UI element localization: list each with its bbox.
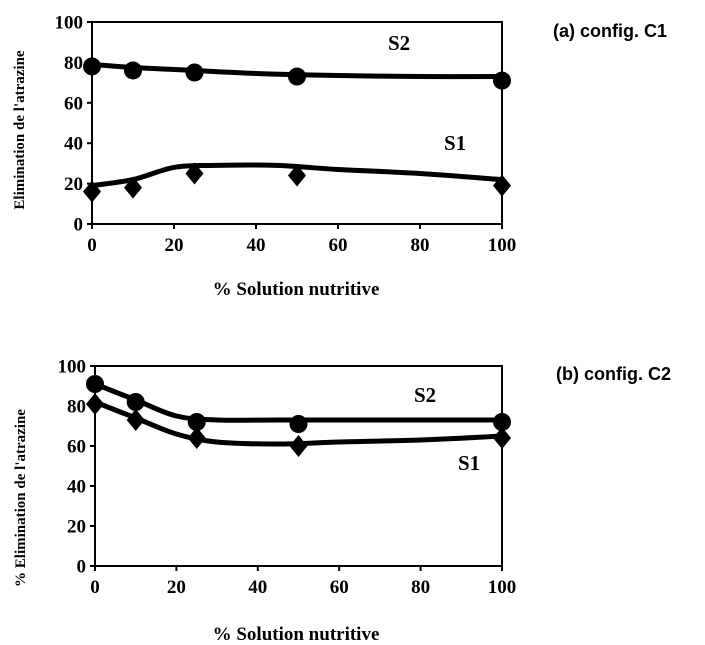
plot-frame-a (91, 21, 503, 225)
x-tick-label-a: 80 (411, 235, 430, 256)
y-tick-label-b: 0 (77, 557, 87, 578)
series-label-a-s1: S1 (444, 131, 466, 155)
data-point-a-s1 (83, 180, 101, 203)
data-point-a-s1 (185, 162, 204, 185)
panel-label-b: (b) config. C2 (556, 364, 671, 384)
series-label-a-s2: S2 (388, 31, 410, 55)
y-axis-label-b: % Elimination de l'atrazine (13, 409, 29, 587)
x-tick-label-a: 60 (329, 235, 348, 256)
data-point-b-s1 (289, 435, 308, 457)
data-point-a-s1 (288, 164, 306, 187)
data-point-a-s2 (288, 67, 306, 86)
data-point-b-s2 (187, 413, 206, 431)
y-tick-label-a: 0 (74, 215, 84, 236)
y-tick-label-b: 100 (58, 357, 87, 378)
x-tick-label-a: 20 (165, 235, 184, 256)
x-tick-label-a: 0 (87, 235, 97, 256)
series-label-b-s1: S1 (458, 451, 480, 475)
y-tick-label-a: 40 (64, 134, 83, 155)
data-point-b-s1 (493, 427, 511, 449)
x-tick-label-b: 40 (248, 577, 267, 598)
y-tick-label-b: 80 (67, 397, 86, 418)
x-tick-label-b: 0 (90, 577, 100, 598)
series-label-b-s2: S2 (414, 383, 436, 407)
data-point-a-s2 (83, 57, 101, 76)
y-tick-label-b: 60 (67, 437, 86, 458)
data-point-b-s2 (126, 393, 145, 411)
data-point-b-s1 (126, 409, 145, 431)
panel-label-a: (a) config. C1 (553, 21, 667, 41)
data-point-a-s2 (493, 71, 511, 90)
data-point-a-s2 (185, 63, 204, 82)
y-tick-label-a: 20 (64, 174, 83, 195)
data-point-a-s1 (124, 176, 142, 199)
x-tick-label-a: 100 (488, 235, 517, 256)
x-tick-label-a: 40 (247, 235, 266, 256)
y-tick-label-b: 40 (67, 477, 86, 498)
x-tick-label-b: 80 (411, 577, 430, 598)
data-point-b-s2 (289, 415, 308, 433)
plot-area-a: 0 20 40 60 80 100 0 20 40 60 80 100 (55, 13, 517, 257)
y-axis-label-a: Elimination de l'atrazine (12, 50, 28, 210)
x-axis-label-b: % Solution nutritive (213, 624, 380, 645)
data-point-a-s2 (124, 61, 142, 80)
y-tick-label-b: 20 (67, 517, 86, 538)
plot-frame-b (94, 365, 503, 567)
x-tick-label-b: 100 (488, 577, 517, 598)
y-tick-label-a: 100 (55, 13, 84, 34)
y-tick-label-a: 80 (64, 53, 83, 74)
x-axis-label-a: % Solution nutritive (213, 279, 380, 300)
data-point-a-s1 (493, 174, 511, 197)
series-line-a-s1 (89, 162, 505, 189)
plot-area-b: 0 20 40 60 80 100 0 20 40 60 80 100 (58, 357, 517, 599)
y-tick-label-a: 60 (64, 93, 83, 114)
data-point-b-s1 (187, 427, 206, 449)
series-line-b-s2 (92, 381, 505, 423)
data-point-b-s2 (493, 413, 511, 431)
x-tick-label-b: 60 (330, 577, 349, 598)
x-tick-label-b: 20 (167, 577, 186, 598)
data-point-b-s2 (86, 375, 104, 393)
data-point-b-s1 (86, 393, 104, 415)
